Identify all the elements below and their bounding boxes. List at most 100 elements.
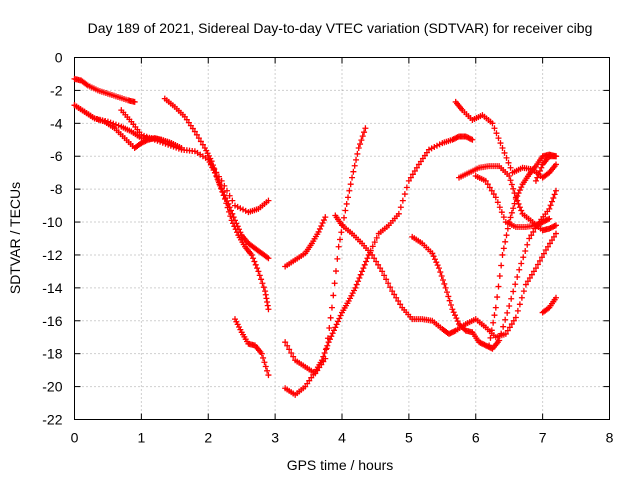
x-tick-label: 3 (271, 430, 279, 446)
data-point (99, 117, 106, 124)
data-point (352, 284, 359, 291)
data-point (500, 245, 507, 252)
data-point (452, 312, 459, 319)
data-point (520, 288, 527, 295)
series-arc-12 (409, 187, 559, 352)
series-arc-10 (282, 214, 329, 270)
data-point (498, 209, 505, 216)
data-point (407, 174, 414, 181)
y-tick-label: -18 (42, 346, 62, 362)
data-point (411, 168, 418, 175)
series-arc-11 (332, 212, 559, 341)
data-point (507, 214, 514, 221)
data-point (375, 261, 382, 268)
data-point (522, 248, 529, 255)
data-point (359, 133, 366, 140)
data-point (226, 192, 233, 199)
series-arc-7 (232, 316, 272, 379)
data-point (534, 174, 541, 181)
data-point (536, 220, 543, 227)
data-point (351, 162, 358, 169)
data-point (498, 262, 505, 269)
data-point (230, 214, 237, 221)
data-point (350, 168, 357, 175)
data-point (264, 299, 271, 306)
data-point (435, 265, 442, 272)
data-point (433, 142, 440, 149)
y-tick-label: -10 (42, 214, 62, 230)
data-point (223, 197, 230, 204)
series-arc-9 (282, 125, 369, 377)
series-arc-13 (452, 98, 559, 181)
data-point (516, 187, 523, 194)
data-point (381, 272, 388, 279)
data-point (322, 355, 329, 362)
data-point (486, 184, 493, 191)
data-point (361, 129, 368, 136)
data-point (265, 306, 272, 313)
data-point (547, 202, 554, 209)
data-point (488, 327, 495, 334)
data-point (462, 133, 469, 140)
data-point (551, 191, 558, 198)
data-point (532, 265, 539, 272)
data-point (445, 293, 452, 300)
data-point (329, 330, 336, 337)
data-point (219, 189, 226, 196)
data-point (530, 268, 537, 275)
data-point (324, 335, 331, 342)
data-point (242, 207, 249, 214)
data-point (450, 328, 457, 335)
y-tick-label: 0 (55, 50, 63, 66)
data-point (332, 324, 339, 331)
data-point (385, 280, 392, 287)
data-point (262, 363, 269, 370)
data-point (548, 224, 555, 231)
data-point (510, 288, 517, 295)
data-point (518, 184, 525, 191)
data-point (399, 197, 406, 204)
data-point (453, 315, 460, 322)
y-tick-label: -8 (50, 181, 63, 197)
data-point (175, 145, 182, 152)
data-point (362, 125, 369, 132)
data-point (536, 168, 543, 175)
grid-lines (74, 57, 610, 420)
data-point (538, 254, 545, 261)
data-point (544, 305, 551, 312)
data-point (265, 372, 272, 379)
data-point (83, 81, 90, 88)
data-point (355, 145, 362, 151)
data-point (487, 334, 494, 341)
data-point (170, 143, 177, 150)
series-arc-8 (282, 133, 476, 398)
data-point (387, 284, 394, 291)
data-point (534, 261, 541, 268)
data-point (530, 228, 537, 235)
data-point (495, 283, 502, 290)
data-point (446, 297, 453, 304)
data-point (330, 327, 337, 334)
data-point (512, 281, 519, 288)
data-point (544, 243, 551, 250)
data-point (409, 171, 416, 178)
data-point (96, 116, 103, 123)
data-point (341, 214, 348, 221)
data-point (332, 268, 339, 275)
data-point (369, 243, 376, 250)
series-arc-1 (71, 75, 138, 105)
data-point (347, 181, 354, 188)
data-point (358, 137, 365, 144)
data-point (335, 243, 342, 250)
data-point (379, 268, 386, 275)
data-point (146, 134, 153, 141)
data-point (330, 292, 337, 299)
data-point (443, 289, 450, 296)
data-point (290, 353, 297, 360)
data-point (363, 258, 370, 265)
data-point (355, 278, 362, 285)
data-point (439, 276, 446, 283)
data-point (499, 251, 506, 258)
data-point (434, 262, 441, 269)
